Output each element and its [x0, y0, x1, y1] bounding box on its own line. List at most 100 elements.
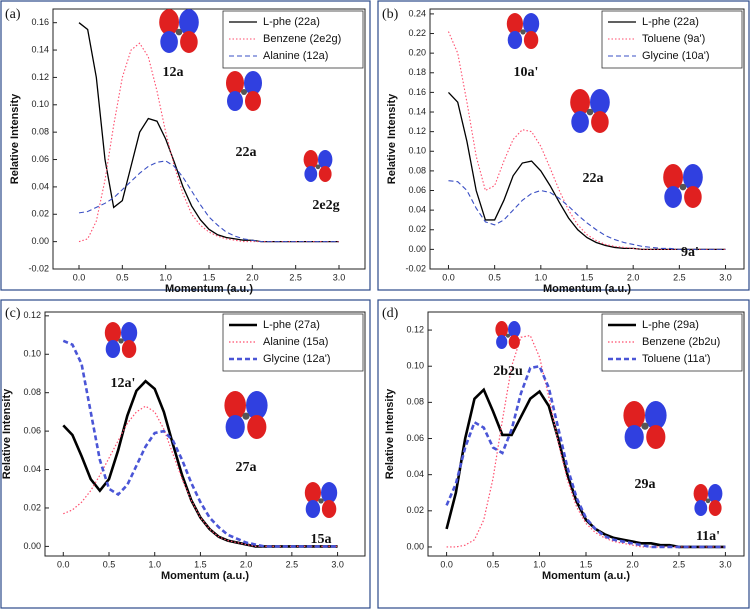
y-tick-label: 0.00: [408, 244, 426, 254]
y-tick-label: 0.04: [408, 205, 426, 215]
x-axis-label: Momentum (a.u.): [161, 570, 249, 582]
y-tick-label: 0.04: [23, 464, 41, 474]
y-tick-label: 0.06: [31, 154, 49, 164]
orbital-label: 12a: [163, 65, 184, 80]
orbital-lobe: [523, 12, 540, 35]
y-tick-label: 0.12: [406, 324, 424, 334]
orbital-lobe: [304, 482, 321, 504]
y-tick-label: 0.20: [408, 48, 426, 58]
orbital-lobe: [693, 484, 708, 504]
orbital-lobe: [318, 166, 332, 182]
legend-label: Benzene (2b2u): [642, 336, 720, 348]
y-tick-label: 0.10: [406, 361, 424, 371]
orbital-lobe: [646, 425, 666, 449]
legend-label: Toluene (9a'): [642, 33, 705, 45]
orbital-lobe: [708, 484, 723, 504]
orbital-lobe: [304, 166, 318, 182]
y-tick-label: 0.06: [408, 185, 426, 195]
orbital-lobe: [623, 401, 645, 430]
x-tick-label: 0.5: [103, 559, 116, 569]
legend-label: L-phe (22a): [642, 16, 699, 28]
orbital-lobe: [591, 111, 609, 133]
panel: 0.00 0.02 0.04 0.06 0.08 0.10 0.12 0.0 0.5 1.0 1.5…: [377, 299, 750, 609]
y-tick-label: 0.02: [23, 502, 41, 512]
x-axis-label: Momentum (a.u.): [165, 283, 253, 295]
orbital-lobe: [245, 91, 261, 111]
orbital-lobe: [508, 335, 520, 349]
x-tick-label: 2.0: [240, 559, 253, 569]
x-tick-label: 2.5: [289, 272, 302, 282]
orbital-lobe: [244, 71, 262, 95]
legend-label: L-phe (27a): [263, 319, 320, 331]
series-line: [448, 180, 726, 250]
orbital-label: 22a: [236, 145, 257, 160]
orbital-label: 2e2g: [312, 198, 339, 213]
y-tick-label: 0.12: [31, 72, 49, 82]
legend-label: Glycine (12a'): [263, 353, 331, 365]
panel: -0.02 0.00 0.02 0.04 0.06 0.08 0.10 0.12 0.14 0.1…: [377, 0, 750, 295]
orbital-lobe: [241, 89, 247, 95]
x-tick-label: 3.0: [719, 272, 732, 282]
legend-label: Alanine (15a): [263, 336, 328, 348]
orbital-lobe: [226, 71, 244, 95]
y-tick-label: 0.02: [31, 209, 49, 219]
orbital-lobe: [586, 108, 594, 116]
x-tick-label: 0.0: [73, 272, 86, 282]
orbital-lobe: [318, 150, 333, 170]
orbital-lobe: [318, 498, 324, 504]
orbital-lobe: [121, 340, 137, 358]
y-tick-label: 0.06: [23, 425, 41, 435]
x-tick-label: 3.0: [333, 272, 346, 282]
orbital-lobe: [507, 31, 523, 49]
y-axis-label: Relative Intensity: [386, 93, 398, 184]
x-tick-label: 0.0: [57, 559, 70, 569]
y-tick-label: 0.14: [408, 106, 426, 116]
orbital-label: 2b2u: [493, 364, 523, 379]
orbital-lobe: [495, 321, 508, 338]
y-tick-label: 0.12: [23, 310, 41, 320]
y-tick-label: 0.10: [23, 349, 41, 359]
orbital-lobe: [105, 340, 121, 358]
legend-box: [601, 10, 743, 69]
orbital-lobe: [663, 164, 683, 191]
orbital-lobe: [523, 31, 539, 49]
orbital-lobe: [303, 150, 318, 170]
orbital-lobe: [684, 186, 702, 208]
y-tick-label: 0.10: [31, 99, 49, 109]
panel: -0.02 0.00 0.02 0.04 0.06 0.08 0.10 0.12 0.14 0.1…: [0, 0, 371, 295]
y-tick-label: -0.02: [28, 263, 49, 273]
legend-box: [601, 313, 743, 372]
x-tick-label: 2.5: [673, 559, 686, 569]
x-tick-label: 3.0: [719, 559, 732, 569]
x-tick-label: 2.5: [673, 272, 686, 282]
orbital-lobe: [645, 401, 667, 430]
orbital-lobe: [160, 31, 178, 53]
orbital-lobe: [505, 333, 511, 338]
legend-label: Benzene (2e2g): [263, 33, 341, 45]
orbital-lobe: [624, 425, 644, 449]
orbital-label: 15a: [311, 532, 332, 547]
x-tick-label: 0.0: [440, 559, 453, 569]
orbital-lobe: [315, 164, 321, 170]
x-tick-label: 0.5: [488, 272, 501, 282]
y-tick-label: 0.08: [406, 397, 424, 407]
orbital-label: 10a': [514, 65, 539, 80]
y-tick-label: 0.06: [406, 433, 424, 443]
y-tick-label: 0.10: [408, 146, 426, 156]
orbital-lobe: [224, 391, 246, 420]
y-axis-label: Relative Intensity: [9, 93, 21, 184]
orbital-lobe: [641, 422, 649, 430]
orbital-lobe: [708, 500, 722, 516]
panel-border: [377, 299, 750, 609]
panel-border: [0, 0, 371, 291]
y-tick-label: 0.04: [406, 469, 424, 479]
orbital-lobe: [246, 391, 268, 420]
orbital-lobe: [683, 164, 703, 191]
series-line: [445, 364, 726, 549]
orbital-lobe: [571, 111, 589, 133]
orbital-lobe: [694, 500, 708, 516]
y-tick-label: 0.00: [406, 541, 424, 551]
series-line: [78, 160, 339, 243]
panel-border: [377, 0, 750, 291]
orbital-lobe: [180, 31, 198, 53]
